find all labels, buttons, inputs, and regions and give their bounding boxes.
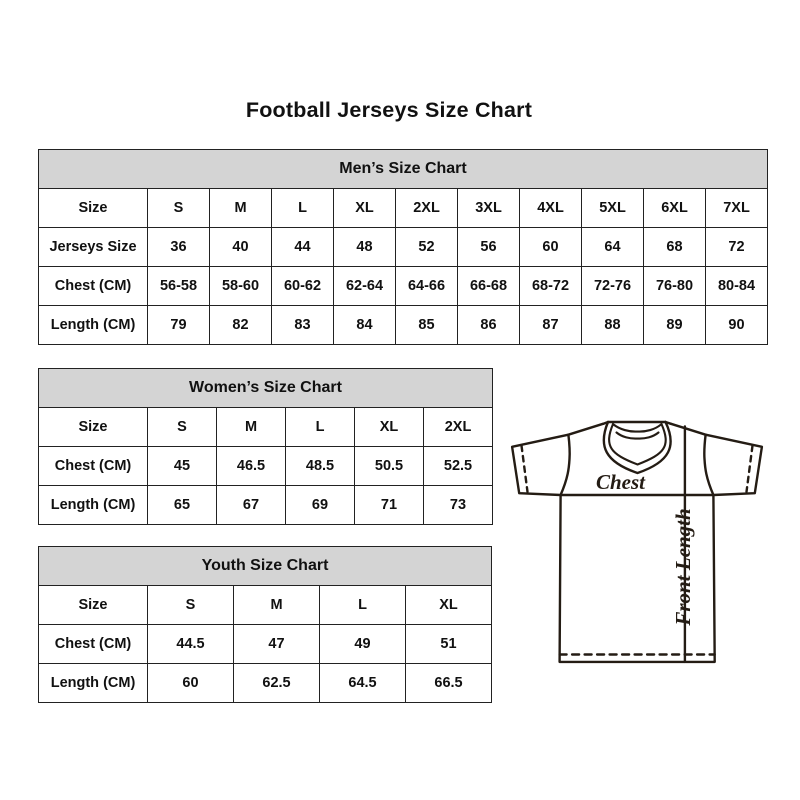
svg-text:Chest: Chest [596, 470, 646, 494]
svg-text:Front Length: Front Length [671, 508, 695, 626]
